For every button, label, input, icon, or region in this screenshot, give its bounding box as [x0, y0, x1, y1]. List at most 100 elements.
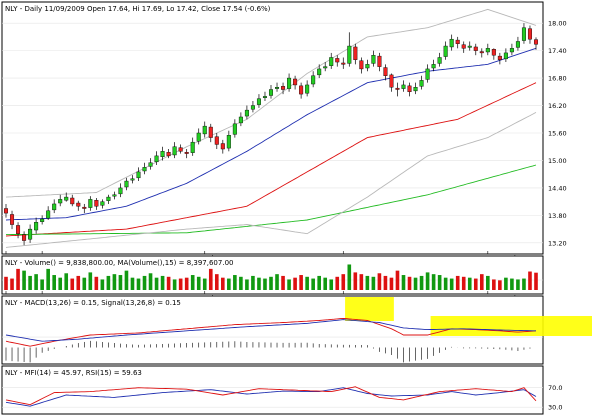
candlestick	[365, 59, 370, 72]
mfi-rsi-panel	[1, 365, 544, 415]
volume-bar	[94, 276, 99, 290]
candlestick	[467, 41, 472, 51]
volume-bar	[353, 272, 358, 290]
price-series-line	[5, 82, 537, 237]
volume-bar	[58, 277, 63, 290]
price-y-tick-label: 16.80	[548, 75, 567, 83]
volume-bar	[449, 278, 454, 290]
volume-bar	[172, 279, 177, 290]
volume-bar	[486, 275, 490, 290]
volume-bar	[492, 279, 496, 290]
candlestick	[214, 133, 219, 150]
volume-bar	[323, 277, 328, 290]
candlestick	[389, 73, 394, 92]
candlestick	[124, 177, 129, 191]
candlestick	[275, 82, 280, 92]
volume-bar	[166, 276, 171, 290]
price-series-line	[5, 47, 537, 221]
candlestick	[130, 175, 135, 184]
candlestick	[521, 23, 526, 44]
volume-bar	[70, 278, 75, 290]
candlestick	[497, 52, 502, 65]
candlestick	[473, 43, 478, 56]
candlestick	[485, 43, 490, 56]
volume-bar	[52, 275, 56, 290]
candlestick	[527, 25, 532, 44]
candlestick	[287, 73, 292, 92]
candlestick	[88, 196, 93, 211]
volume-bar	[239, 276, 243, 290]
volume-bar	[160, 275, 165, 290]
volume-bar	[528, 271, 532, 290]
volume-bar	[473, 278, 478, 290]
candlestick	[371, 50, 376, 67]
candlestick	[335, 55, 340, 67]
volume-bar	[522, 278, 526, 290]
candlestick	[419, 75, 424, 90]
candlestick	[22, 231, 27, 246]
volume-bar	[64, 273, 69, 290]
volume-bar	[76, 275, 81, 290]
candlestick	[455, 36, 460, 49]
candlestick	[491, 48, 496, 60]
volume-bar	[461, 276, 466, 290]
candlestick	[16, 222, 21, 239]
volume-bar	[281, 275, 285, 290]
price-y-tick-label: 14.40	[548, 184, 567, 192]
candlestick	[94, 197, 99, 210]
candlestick	[106, 194, 111, 204]
volume-bar	[287, 279, 291, 290]
volume-bar	[419, 275, 424, 290]
volume-bar	[407, 276, 412, 290]
candlestick	[299, 82, 304, 99]
volume-bar	[142, 275, 147, 290]
volume-bar	[383, 275, 388, 290]
price-y-tick-label: 15.00	[548, 157, 567, 165]
volume-bar	[299, 275, 303, 290]
candlestick	[437, 52, 442, 67]
volume-bar	[401, 275, 406, 290]
volume-bar	[82, 277, 87, 290]
candlestick	[172, 142, 177, 159]
oscillator-series-line	[5, 387, 537, 407]
candlestick	[503, 48, 508, 63]
volume-bar	[365, 275, 370, 290]
candlestick	[136, 167, 141, 182]
volume-bar	[154, 277, 159, 290]
volume-bar	[510, 278, 514, 290]
candlestick	[256, 94, 261, 108]
volume-bar	[4, 276, 8, 290]
oscillator-y-tick-label: 30.0	[548, 404, 562, 412]
candlestick	[196, 128, 201, 145]
candlestick	[166, 149, 171, 159]
volume-bar	[202, 278, 207, 290]
candlestick	[359, 57, 364, 74]
candlestick	[401, 80, 406, 92]
volume-bar	[479, 274, 484, 290]
volume-bar	[498, 280, 502, 290]
volume-bar	[257, 277, 261, 290]
volume-bar	[136, 278, 141, 290]
candlestick	[76, 200, 81, 211]
volume-bar	[377, 273, 382, 290]
volume-bar	[16, 268, 20, 290]
candlestick	[112, 191, 117, 200]
volume-bar	[516, 279, 520, 290]
candlestick	[226, 130, 231, 152]
candlestick	[341, 57, 346, 69]
volume-bar	[40, 279, 44, 290]
candlestick	[40, 215, 45, 225]
candlestick	[238, 112, 243, 127]
volume-bar	[112, 274, 117, 290]
candlestick	[533, 37, 539, 50]
candlestick	[305, 80, 310, 97]
candlestick	[395, 82, 400, 97]
volume-bar	[28, 275, 32, 290]
candlestick	[70, 194, 75, 207]
volume-bar	[196, 276, 201, 290]
volume-bar	[118, 275, 123, 290]
candlestick	[293, 75, 298, 90]
volume-bar	[10, 278, 14, 290]
candlestick	[383, 64, 388, 81]
